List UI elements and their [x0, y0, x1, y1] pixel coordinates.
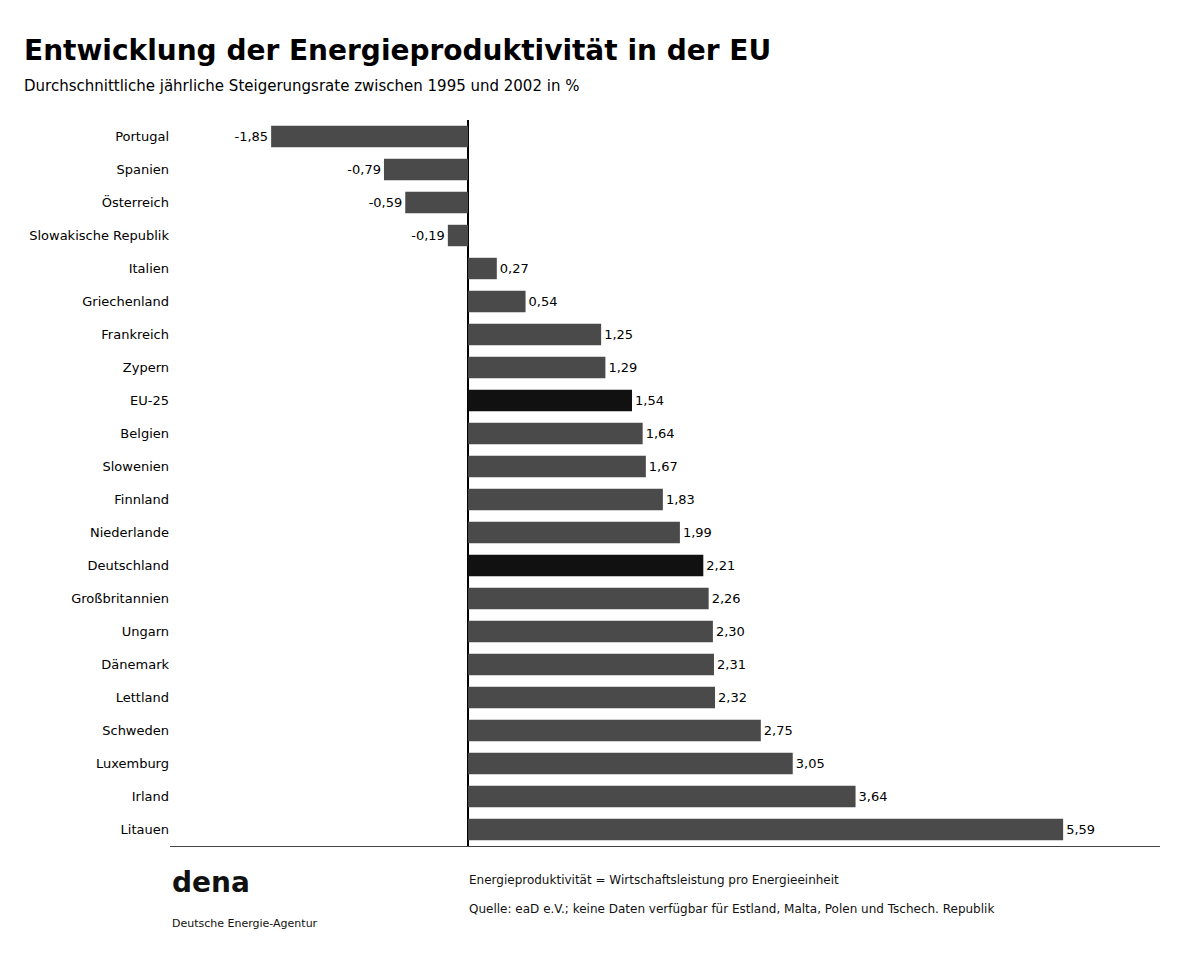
svg-text:5,59: 5,59 [1066, 822, 1095, 837]
svg-text:EU-25: EU-25 [130, 393, 169, 408]
svg-text:Schweden: Schweden [102, 723, 169, 738]
svg-text:Slowenien: Slowenien [102, 459, 169, 474]
svg-text:Lettland: Lettland [116, 690, 169, 705]
svg-text:Frankreich: Frankreich [101, 327, 169, 342]
svg-text:Großbritannien: Großbritannien [71, 591, 169, 606]
svg-text:Griechenland: Griechenland [82, 294, 169, 309]
svg-text:Ungarn: Ungarn [122, 624, 169, 639]
svg-text:dena: dena [172, 866, 250, 899]
svg-text:2,30: 2,30 [716, 624, 745, 639]
svg-text:-0,79: -0,79 [347, 162, 381, 177]
svg-text:Energieproduktivität = Wirtsch: Energieproduktivität = Wirtschaftsleistu… [469, 873, 839, 887]
svg-text:Slowakische Republik: Slowakische Republik [29, 228, 169, 243]
svg-text:0,27: 0,27 [500, 261, 529, 276]
svg-text:2,21: 2,21 [706, 558, 735, 573]
svg-text:Portugal: Portugal [115, 129, 169, 144]
svg-text:Italien: Italien [129, 261, 169, 276]
svg-text:Entwicklung der Energieprodukt: Entwicklung der Energieproduktivität in … [24, 34, 771, 67]
svg-text:2,26: 2,26 [712, 591, 741, 606]
svg-text:Spanien: Spanien [116, 162, 169, 177]
svg-text:Deutsche Energie-Agentur: Deutsche Energie-Agentur [172, 917, 318, 930]
svg-text:-0,19: -0,19 [411, 228, 445, 243]
svg-text:1,83: 1,83 [666, 492, 695, 507]
svg-text:1,29: 1,29 [608, 360, 637, 375]
svg-text:Belgien: Belgien [120, 426, 169, 441]
svg-text:Zypern: Zypern [123, 360, 169, 375]
svg-text:Luxemburg: Luxemburg [96, 756, 169, 771]
svg-text:0,54: 0,54 [529, 294, 558, 309]
svg-text:Niederlande: Niederlande [90, 525, 169, 540]
svg-text:1,64: 1,64 [646, 426, 675, 441]
svg-text:Deutschland: Deutschland [87, 558, 169, 573]
svg-text:1,99: 1,99 [683, 525, 712, 540]
svg-text:2,32: 2,32 [718, 690, 747, 705]
svg-text:3,64: 3,64 [859, 789, 888, 804]
svg-text:2,31: 2,31 [717, 657, 746, 672]
svg-text:Finnland: Finnland [114, 492, 169, 507]
svg-text:Österreich: Österreich [102, 194, 169, 210]
svg-text:Quelle: eaD e.V.; keine Daten: Quelle: eaD e.V.; keine Daten verfügbar … [469, 902, 994, 916]
svg-text:Dänemark: Dänemark [101, 657, 169, 672]
svg-text:Irland: Irland [132, 789, 169, 804]
svg-text:-0,59: -0,59 [369, 195, 403, 210]
svg-text:-1,85: -1,85 [234, 129, 268, 144]
svg-text:3,05: 3,05 [796, 756, 825, 771]
svg-text:1,67: 1,67 [649, 459, 678, 474]
svg-text:1,25: 1,25 [604, 327, 633, 342]
svg-text:1,54: 1,54 [635, 393, 664, 408]
svg-text:Durchschnittliche jährliche St: Durchschnittliche jährliche Steigerungsr… [24, 77, 579, 95]
svg-text:Litauen: Litauen [121, 822, 169, 837]
svg-text:2,75: 2,75 [764, 723, 793, 738]
